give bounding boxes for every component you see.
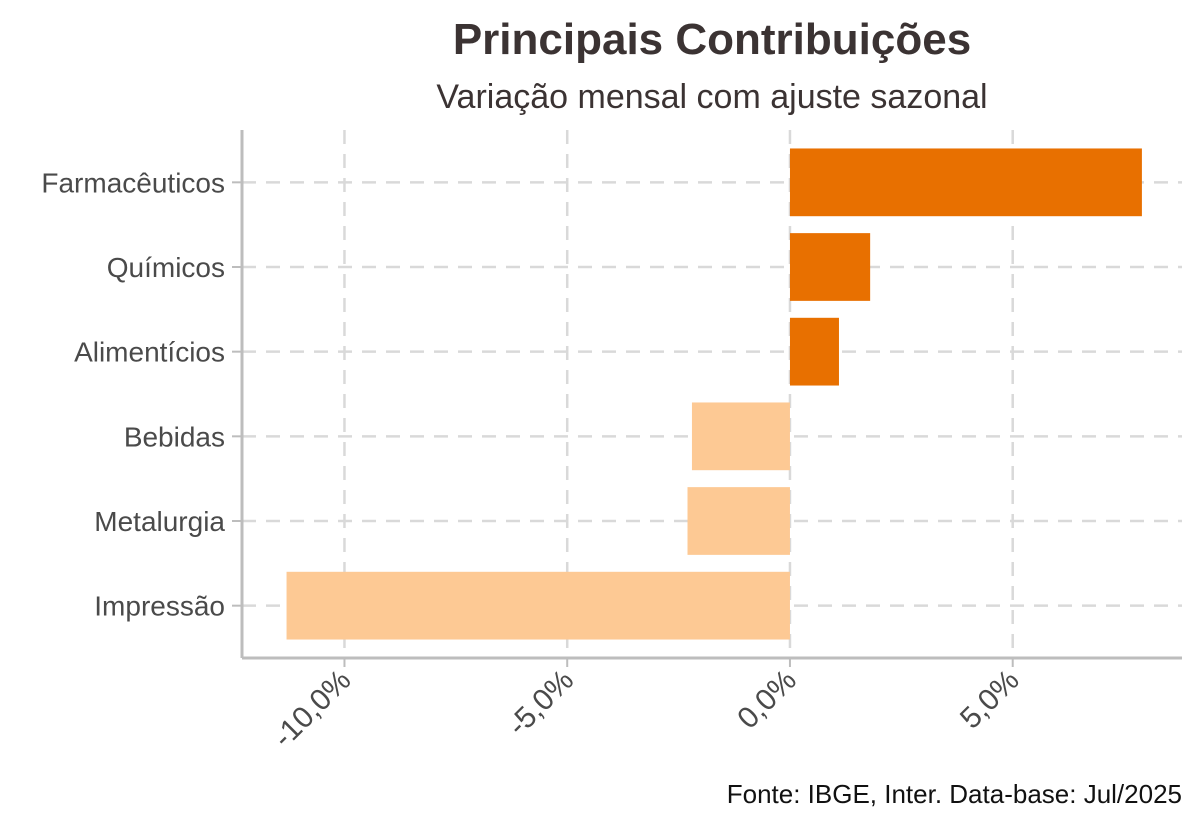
x-tick-label: 5,0% <box>954 664 1026 736</box>
axes <box>240 130 1182 660</box>
category-label: Impressão <box>94 591 225 622</box>
category-label: Bebidas <box>124 421 225 452</box>
bar-farmacêuticos <box>789 148 1142 217</box>
bar-alimentícios <box>789 317 839 386</box>
bar-bebidas <box>691 402 790 471</box>
bar-químicos <box>789 233 871 301</box>
bar-impressão <box>286 571 790 640</box>
x-tick-label: -10,0% <box>267 664 358 755</box>
chart-caption: Fonte: IBGE, Inter. Data-base: Jul/2025 <box>727 779 1182 809</box>
category-label: Metalurgia <box>94 506 225 537</box>
category-label: Alimentícios <box>74 337 225 368</box>
chart-subtitle: Variação mensal com ajuste sazonal <box>436 78 987 116</box>
bar-metalurgia <box>687 487 790 555</box>
category-label: Farmacêuticos <box>41 167 225 198</box>
chart-title: Principais Contribuições <box>453 15 971 64</box>
x-tick-labels: -10,0% -5,0% 0,0% 5,0% <box>267 658 1026 754</box>
bars <box>286 148 1142 640</box>
category-label: Químicos <box>107 252 225 283</box>
x-tick-label: -5,0% <box>501 664 580 743</box>
category-labels: Farmacêuticos Químicos Alimentícios Bebidas… <box>41 167 242 622</box>
x-tick-label: 0,0% <box>731 664 803 736</box>
